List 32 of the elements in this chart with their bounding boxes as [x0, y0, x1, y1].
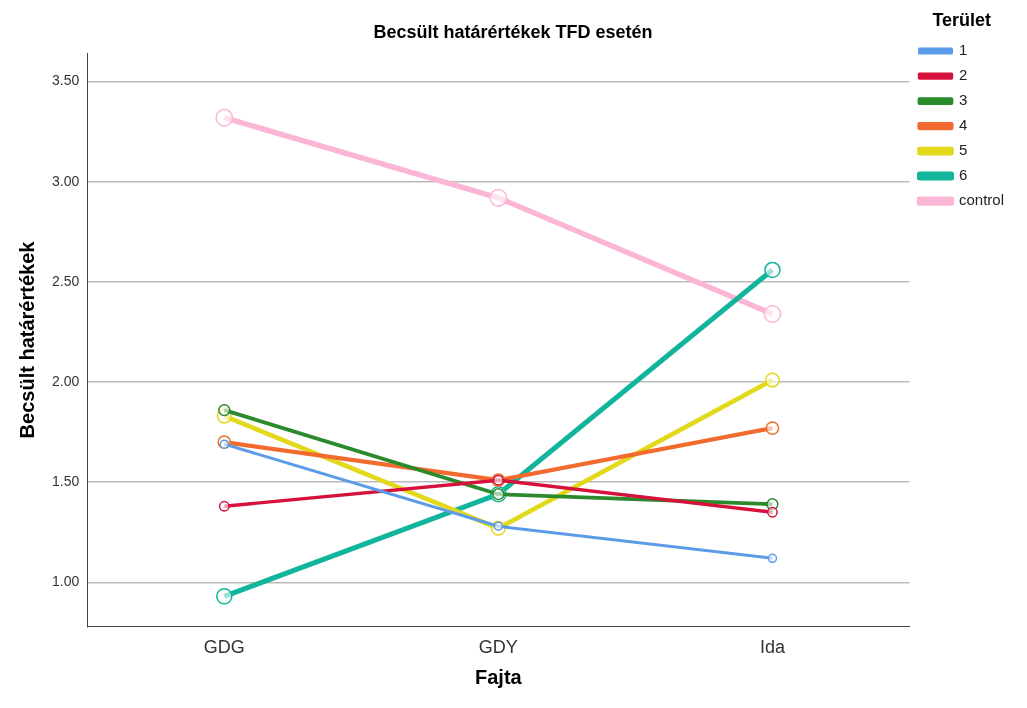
x-tick-label: Ida — [759, 637, 786, 658]
legend-label: 2 — [958, 66, 968, 84]
chart-title: Becsült határértékek TFD esetén — [373, 21, 653, 42]
y-tick-label: 2.00 — [52, 372, 80, 389]
point — [218, 403, 231, 417]
legend-label: 5 — [958, 141, 968, 159]
legend-label: 6 — [958, 166, 968, 184]
point — [766, 506, 778, 518]
y-tick-label: 3.50 — [52, 72, 80, 89]
x-axis-title: Fajta — [475, 665, 523, 688]
x-tick-label: GDG — [203, 637, 245, 658]
point — [216, 588, 233, 605]
point — [489, 188, 508, 207]
point — [764, 261, 781, 279]
point — [215, 108, 234, 127]
legend-label: control — [958, 191, 1005, 209]
point — [764, 372, 780, 388]
legend-label: 1 — [958, 41, 968, 59]
y-tick-label: 2.50 — [52, 272, 80, 289]
point — [218, 500, 230, 512]
y-axis-title: Becsült határértékek — [15, 240, 38, 439]
legend-title: Terület — [932, 9, 992, 30]
point — [767, 553, 778, 564]
legend-label: 3 — [958, 91, 968, 109]
x-tick-label: GDY — [478, 637, 518, 658]
point — [763, 305, 782, 323]
legend-label: 4 — [958, 116, 968, 134]
y-tick-label: 3.00 — [52, 172, 80, 189]
y-tick-label: 1.00 — [52, 573, 80, 590]
point — [219, 439, 230, 449]
y-tick-label: 1.50 — [52, 473, 80, 490]
point — [765, 421, 780, 435]
